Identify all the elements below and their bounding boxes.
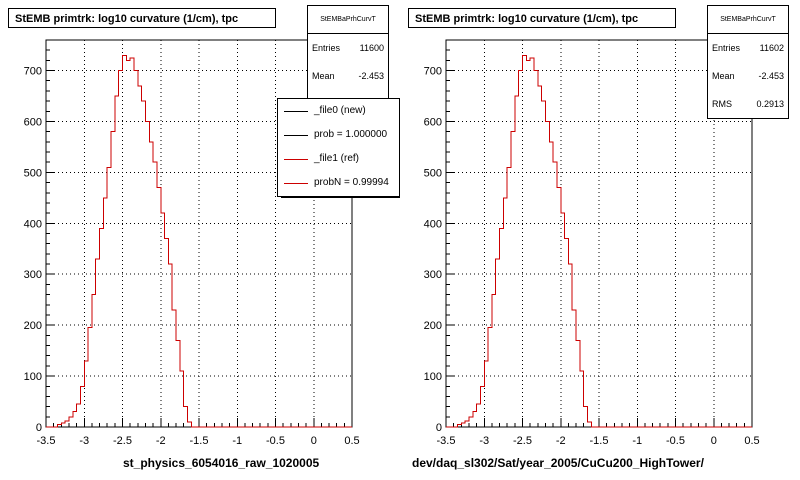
legend-entry-probn: probN = 0.99994 (278, 171, 399, 195)
x-tick-label: -1 (232, 435, 242, 447)
y-tick-label: 200 (424, 320, 442, 332)
right-stats-name: StEMBaPrhCurvT (708, 6, 788, 34)
x-tick-label: 0.5 (344, 435, 359, 447)
legend-entry-file0: _file0 (new) (278, 99, 399, 123)
y-tick-label: 200 (24, 320, 42, 332)
x-tick-label: 0.5 (744, 435, 759, 447)
right-histogram-title: StEMB primtrk: log10 curvature (1/cm), t… (408, 8, 676, 28)
right-stats-mean-value: -2.453 (758, 71, 784, 81)
y-tick-label: 100 (24, 371, 42, 383)
legend-label-file1: _file1 (ref) (314, 153, 360, 164)
legend-label-probn: probN = 0.99994 (314, 177, 389, 188)
right-stats-rms-row: RMS 0.2913 (708, 90, 788, 118)
x-tick-label: -0.5 (266, 435, 285, 447)
y-tick-label: 500 (24, 167, 42, 179)
right-stats-rms-value: 0.2913 (756, 99, 784, 109)
x-tick-label: -1.5 (590, 435, 609, 447)
legend-entry-prob: prob = 1.000000 (278, 123, 399, 147)
y-tick-label: 100 (424, 371, 442, 383)
legend-line-sample (284, 135, 308, 136)
x-tick-label: -1 (632, 435, 642, 447)
right-stats-entries-value: 11602 (759, 43, 784, 53)
legend-box: _file0 (new) prob = 1.000000 _file1 (ref… (277, 98, 400, 197)
right-stats-entries-label: Entries (712, 43, 741, 53)
x-tick-label: -3.5 (437, 435, 456, 447)
x-tick-label: -3 (479, 435, 489, 447)
y-tick-label: 300 (24, 269, 42, 281)
y-tick-label: 0 (436, 422, 442, 434)
x-tick-label: -0.5 (666, 435, 685, 447)
right-stats-box: StEMBaPrhCurvT Entries 11602 Mean -2.453… (707, 5, 789, 119)
legend-line-sample (284, 183, 308, 184)
y-tick-label: 400 (424, 218, 442, 230)
left-histogram-pad: -3.5 -3 -2.5 -2 -1.5 -1 -0.5 0 0.5 0 100 200 300 400 5… (8, 5, 400, 470)
x-tick-label: -3.5 (37, 435, 56, 447)
legend-line-sample (284, 159, 308, 160)
left-x-axis-title: st_physics_6054016_raw_1020005 (123, 456, 320, 470)
left-stats-entries-row: Entries 11600 (308, 34, 388, 62)
y-tick-label: 0 (36, 422, 42, 434)
right-stats-mean-row: Mean -2.453 (708, 62, 788, 90)
right-histogram-pad: -3.5 -3 -2.5 -2 -1.5 -1 -0.5 0 0.5 0 100 200 300 400 5… (400, 0, 800, 480)
right-x-axis-title: dev/daq_sl302/Sat/year_2005/CuCu200_High… (412, 456, 704, 470)
x-tick-label: -2.5 (513, 435, 532, 447)
x-tick-label: -1.5 (190, 435, 209, 447)
y-tick-label: 600 (24, 116, 42, 128)
left-stats-name: StEMBaPrhCurvT (308, 6, 388, 34)
legend-entry-file1: _file1 (ref) (278, 147, 399, 171)
right-stats-entries-row: Entries 11602 (708, 34, 788, 62)
y-tick-label: 500 (424, 167, 442, 179)
right-stats-rms-label: RMS (712, 99, 732, 109)
y-tick-label: 700 (424, 66, 442, 78)
left-stats-entries-label: Entries (312, 43, 341, 53)
legend-label-file0: _file0 (new) (314, 105, 366, 116)
x-tick-label: -3 (79, 435, 89, 447)
x-tick-label: 0 (311, 435, 317, 447)
left-histogram-title: StEMB primtrk: log10 curvature (1/cm), t… (8, 8, 276, 28)
y-tick-label: 600 (424, 116, 442, 128)
left-stats-mean-label: Mean (312, 71, 335, 81)
x-tick-label: 0 (711, 435, 717, 447)
y-tick-label: 700 (24, 66, 42, 78)
y-tick-label: 300 (424, 269, 442, 281)
x-tick-label: -2 (556, 435, 566, 447)
left-stats-mean-value: -2.453 (358, 71, 384, 81)
x-tick-label: -2.5 (113, 435, 132, 447)
right-stats-mean-label: Mean (712, 71, 735, 81)
legend-label-prob: prob = 1.000000 (314, 129, 388, 140)
left-stats-mean-row: Mean -2.453 (308, 62, 388, 90)
legend-line-sample (284, 111, 308, 112)
histogram-series-0 (46, 54, 352, 428)
right-histogram-plot: -3.5 -3 -2.5 -2 -1.5 -1 -0.5 0 0.5 0 100 200 300 400 5… (424, 39, 760, 447)
y-tick-label: 400 (24, 218, 42, 230)
x-tick-label: -2 (156, 435, 166, 447)
left-stats-entries-value: 11600 (359, 43, 384, 53)
histogram-series-0 (446, 54, 752, 428)
